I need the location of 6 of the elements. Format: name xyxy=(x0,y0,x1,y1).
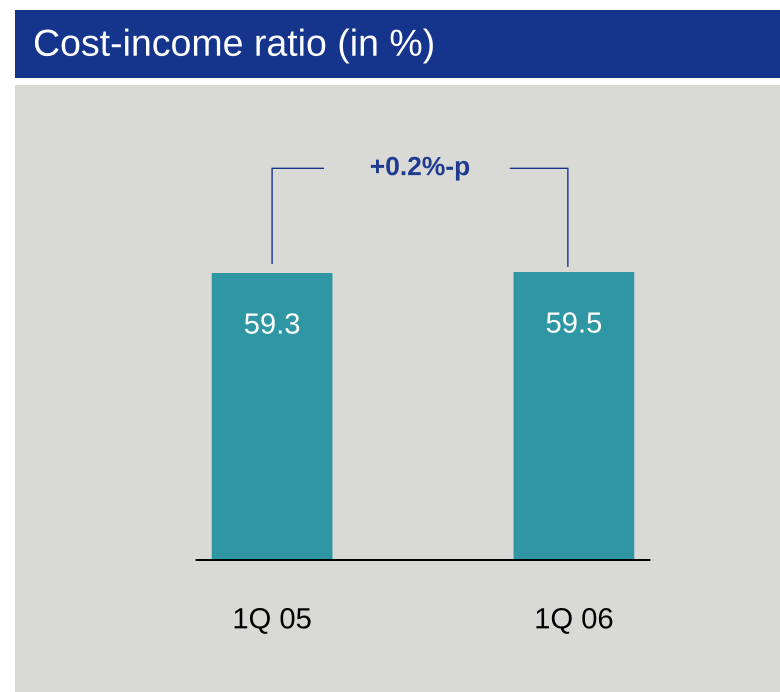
x-tick-label: 1Q 06 xyxy=(536,608,612,634)
data-label: 59.3 xyxy=(244,313,300,334)
text: +0.2%-p xyxy=(370,156,470,181)
x-tick-label: 1Q 05 xyxy=(234,608,311,634)
chart-title: Cost-income ratio (in %) xyxy=(34,28,433,64)
data-label: 59.5 xyxy=(546,312,602,333)
